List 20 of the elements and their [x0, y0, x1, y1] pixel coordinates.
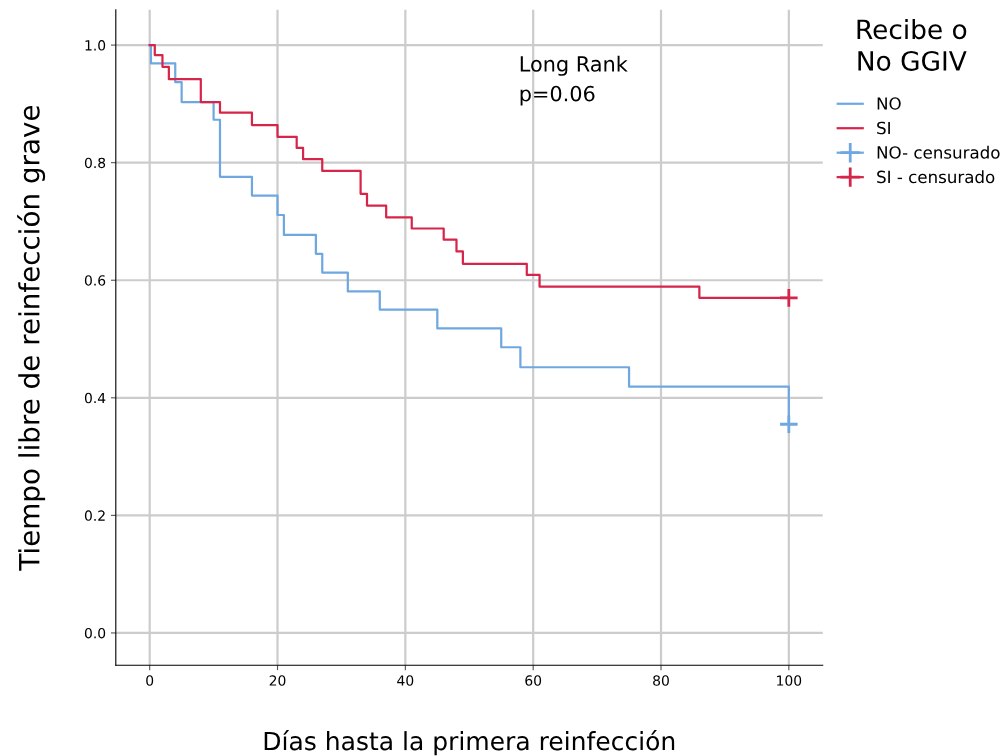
y-axis-title: Tiempo libre de reinfección grave	[17, 105, 46, 571]
legend-label: SI	[877, 121, 890, 135]
y-tick-label: 1.0	[85, 40, 106, 51]
x-tick-label: 40	[397, 675, 414, 686]
legend-label: NO	[877, 97, 901, 110]
y-tick-label: 0.8	[84, 157, 106, 169]
y-tick-label: 0.4	[84, 392, 106, 404]
x-tick-label: 60	[525, 675, 542, 686]
legend-label: NO- censurado	[877, 145, 1000, 159]
x-tick-label: 80	[653, 675, 669, 686]
x-tick-label: 0	[146, 675, 154, 686]
y-tick-label: 0.0	[84, 627, 106, 639]
y-tick-label: 0.6	[84, 275, 106, 286]
x-tick-label: 100	[777, 675, 802, 686]
annotation: Long Rank p=0.06	[520, 55, 628, 106]
x-axis-title: Días hasta la primera reinfección	[264, 730, 675, 756]
legend-label: SI - censurado	[877, 170, 995, 184]
x-tick-label: 20	[269, 675, 286, 686]
y-tick-label: 0.2	[84, 510, 105, 521]
legend-title: Recibe o No GGIV	[857, 18, 967, 71]
